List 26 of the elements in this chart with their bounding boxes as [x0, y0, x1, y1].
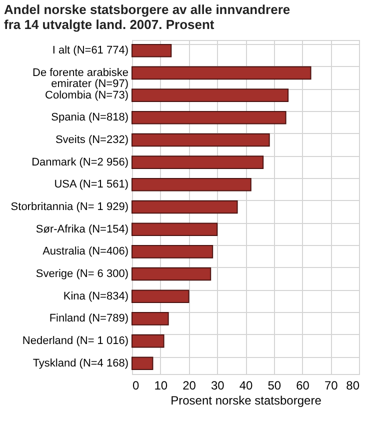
x-tick-label: 70	[324, 378, 338, 392]
y-tick-label: Tyskland (N=4 168)	[32, 357, 128, 370]
x-tick-label: 20	[182, 378, 196, 392]
y-tick-label: Storbritannia (N= 1 929)	[10, 201, 128, 213]
y-tick-label: Sverige (N= 6 300)	[36, 268, 128, 280]
x-axis-title: Prosent norske statsborgere	[170, 394, 322, 408]
chart-title: Andel norske statsborgere av alle innvandrere fra 14 utvalgte land. 2007. Prosent	[4, 2, 290, 32]
y-tick-label: Kina (N=834)	[63, 290, 128, 302]
y-tick-label: Nederland (N= 1 016)	[22, 335, 128, 348]
y-tick-label: Finland (N=789)	[49, 312, 128, 325]
x-tick-label: 60	[296, 378, 310, 392]
y-tick-label: Spania (N=818)	[51, 112, 128, 124]
y-tick-label: Australia (N=406)	[42, 246, 128, 258]
x-tick-label: 40	[239, 378, 253, 392]
x-tick-label: 0	[132, 378, 140, 392]
y-tick-label: I alt (N=61 774)	[52, 44, 128, 57]
y-tick-label: Sør-Afrika (N=154)	[36, 223, 128, 236]
y-tick-label: Colombia (N=73)	[45, 89, 128, 102]
x-tick-label: 30	[210, 378, 225, 392]
y-tick-label: Danmark (N=2 956)	[32, 156, 128, 168]
y-tick-label: USA (N=1 561)	[54, 178, 128, 191]
x-tick-label: 80	[346, 378, 360, 392]
y-tick-label: Sveits (N=232)	[55, 134, 128, 146]
y-tick-label: De forente arabiske emirater (N=97)	[32, 66, 128, 90]
x-tick-label: 10	[154, 378, 168, 392]
x-tick-label: 50	[268, 378, 282, 392]
